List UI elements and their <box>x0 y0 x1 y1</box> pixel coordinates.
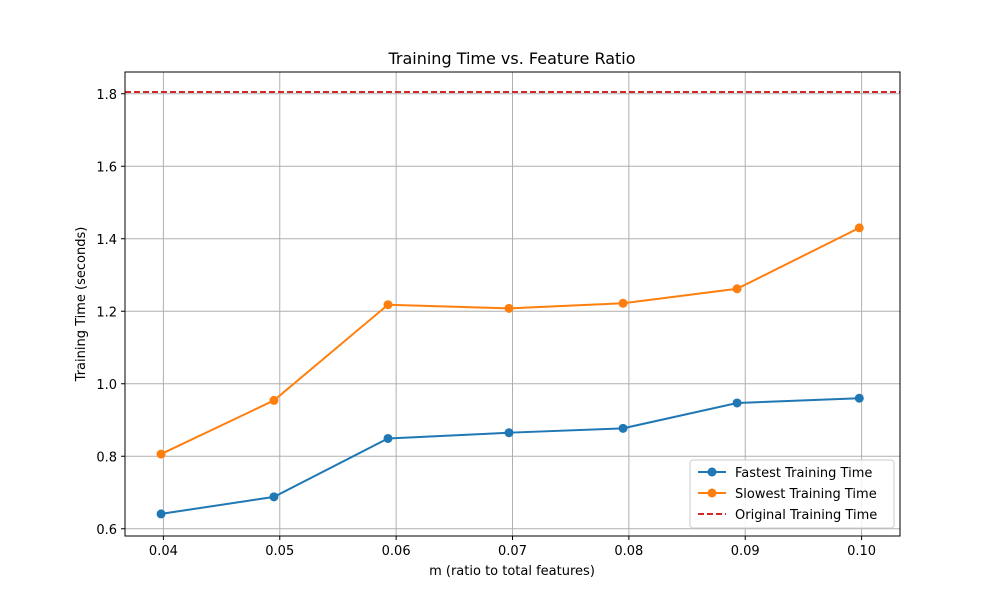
data-point <box>383 433 393 443</box>
data-point <box>383 300 393 310</box>
x-tick-label: 0.10 <box>847 544 876 559</box>
legend-label: Fastest Training Time <box>735 466 872 481</box>
series-fastest <box>156 393 864 519</box>
grid-lines <box>125 72 900 536</box>
series-line <box>160 226 860 455</box>
data-point <box>156 449 166 459</box>
data-point <box>156 509 166 519</box>
y-tick-label: 1.0 <box>96 378 117 393</box>
x-tick-label: 0.07 <box>498 544 527 559</box>
legend-marker <box>707 488 717 498</box>
data-point <box>618 298 628 308</box>
x-axis-label: m (ratio to total features) <box>429 564 595 579</box>
x-tick-label: 0.05 <box>265 544 294 559</box>
y-tick-label: 1.6 <box>96 160 117 175</box>
y-tick-label: 1.8 <box>96 88 117 103</box>
chart-title: Training Time vs. Feature Ratio <box>387 49 635 68</box>
legend: Fastest Training Time Slowest Training Ti… <box>689 459 895 529</box>
legend-marker <box>707 467 717 477</box>
y-axis-label: Training Time (seconds) <box>74 227 89 383</box>
data-point <box>618 423 628 433</box>
x-tick-label: 0.09 <box>731 544 760 559</box>
data-point <box>732 398 742 408</box>
legend-box <box>689 459 895 529</box>
data-point <box>732 284 742 294</box>
data-point <box>854 223 864 233</box>
axis-ticks: 0.04 0.05 0.06 0.07 0.08 0.09 0.10 0.6 0.8 1.0 1.2… <box>96 88 876 559</box>
data-point <box>269 492 279 502</box>
legend-label: Original Training Time <box>735 508 877 523</box>
y-tick-label: 0.8 <box>96 450 117 465</box>
legend-label: Slowest Training Time <box>735 487 877 502</box>
y-tick-label: 1.2 <box>96 305 117 320</box>
data-point <box>504 303 514 313</box>
data-point <box>269 395 279 405</box>
series-slowest <box>156 223 864 459</box>
x-tick-label: 0.08 <box>614 544 643 559</box>
x-tick-label: 0.04 <box>149 544 178 559</box>
y-tick-label: 1.4 <box>96 233 117 248</box>
y-tick-label: 0.6 <box>96 523 117 538</box>
data-point <box>504 428 514 438</box>
data-point <box>854 393 864 403</box>
data-series <box>156 223 864 519</box>
x-tick-label: 0.06 <box>382 544 411 559</box>
